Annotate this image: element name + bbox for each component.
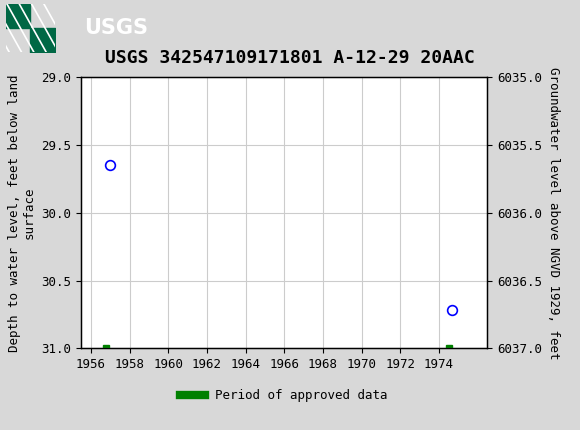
Text: USGS: USGS [84,18,148,38]
Y-axis label: Groundwater level above NGVD 1929, feet: Groundwater level above NGVD 1929, feet [548,67,560,359]
Legend: Period of approved data: Period of approved data [175,384,393,407]
Y-axis label: Depth to water level, feet below land
surface: Depth to water level, feet below land su… [8,74,36,352]
Text: USGS 342547109171801 A-12-29 20AAC: USGS 342547109171801 A-12-29 20AAC [105,49,475,67]
